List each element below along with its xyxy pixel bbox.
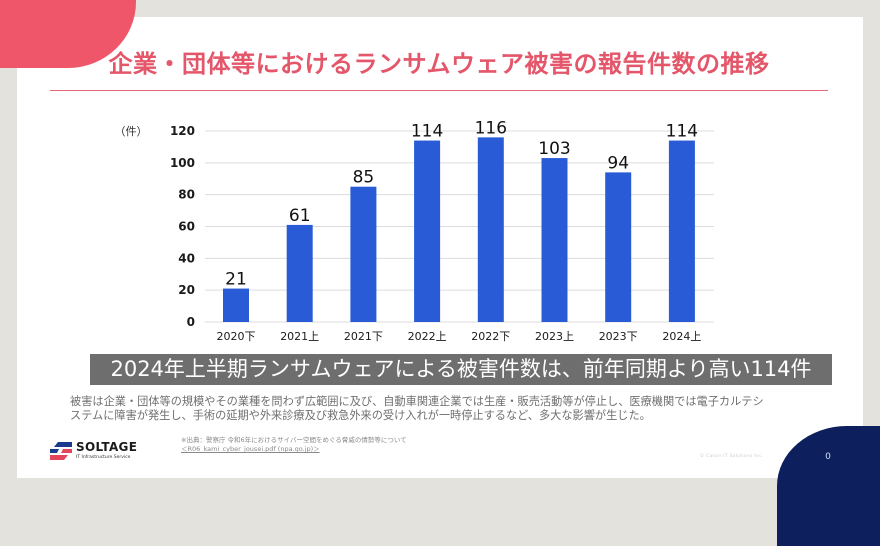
data-label: 21 [225,270,247,290]
data-label: 94 [607,153,629,173]
copyright: © Canon IT Solutions Inc. [700,453,764,458]
x-tick-label: 2023下 [599,330,638,343]
data-label: 114 [411,122,443,142]
bar [605,172,632,322]
data-label: 61 [289,206,311,226]
data-label: 103 [538,139,570,159]
title-divider [50,90,828,91]
logo-tagline: IT Infrastructure Service [76,455,131,460]
chart-x-axis: 2020下 2021上 2021下 2022上 2022下 2023上 2023下 2024上 [217,330,702,343]
bar-chart: 0 20 40 60 80 100 120 2020下 2021上 2021下 2022上 2022… [115,118,714,343]
chart-data-labels: 21 61 85 114 116 103 94 114 [225,118,698,289]
bar [350,186,377,322]
x-tick-label: 2021上 [280,330,319,343]
source-text: ※出典：警察庁 令和6年におけるサイバー空間をめぐる脅威の情勢等について [181,436,407,444]
x-tick-label: 2022上 [408,330,447,343]
data-label: 116 [475,118,507,138]
chart-bars [223,137,695,322]
chart-y-axis: 0 20 40 60 80 100 120 [170,124,195,329]
source-link[interactable]: ＜R06_kami_cyber_jousei.pdf (npa.go.jp)＞ [181,445,320,453]
bar [668,140,695,322]
x-tick-label: 2023上 [535,330,574,343]
logo-name: SOLTAGE [76,440,138,454]
y-tick-label: 40 [178,251,195,265]
slide-title: 企業・団体等におけるランサムウェア被害の報告件数の推移 [108,50,770,78]
bar [477,137,504,322]
y-tick-label: 100 [170,156,195,170]
bar [286,224,313,322]
chart-gridlines [205,130,714,323]
data-label: 114 [666,122,698,142]
data-label: 85 [353,168,375,188]
bar [541,158,568,322]
x-tick-label: 2020下 [217,330,256,343]
y-tick-label: 20 [178,283,195,297]
bar [414,140,441,322]
soltage-logo-icon [50,442,72,460]
description-line-1: 被害は企業・団体等の規模やその業種を問わず広範囲に及び、自動車関連企業では生産・… [70,395,764,408]
x-tick-label: 2024上 [662,330,701,343]
y-tick-label: 80 [178,188,195,202]
y-tick-label: 120 [170,124,195,138]
y-tick-label: 0 [187,315,195,329]
y-axis-unit-label: （件） [115,125,148,138]
y-tick-label: 60 [178,220,195,234]
bar [223,288,249,322]
source-citation: ※出典：警察庁 令和6年におけるサイバー空間をめぐる脅威の情勢等について ＜R0… [181,436,407,454]
x-tick-label: 2022下 [471,330,510,343]
description-line-2: ステムに障害が発生し、手術の延期や外来診療及び救急外来の受け入れが一時停止するな… [70,409,651,422]
x-tick-label: 2021下 [344,330,383,343]
summary-banner: 2024年上半期ランサムウェアによる被害件数は、前年同期より高い114件 [90,354,832,385]
description: 被害は企業・団体等の規模やその業種を問わず広範囲に及び、自動車関連企業では生産・… [70,395,840,423]
page-number: 0 [825,452,831,462]
